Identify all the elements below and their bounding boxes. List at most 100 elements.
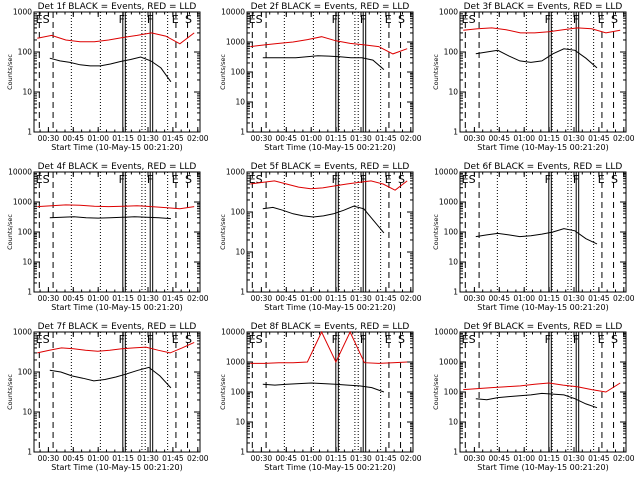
event-marker-label: E xyxy=(385,173,392,186)
y-axis-label: Counts/sec xyxy=(219,54,227,90)
x-tick-label: 01:30 xyxy=(137,454,159,463)
y-tick-label: 10 xyxy=(235,418,245,427)
x-axis-label: Start Time (10-May-15 00:21:20) xyxy=(264,143,395,152)
event-marker-label: F xyxy=(119,333,125,346)
y-tick-label: 1 xyxy=(27,128,32,137)
event-marker-label: E xyxy=(249,173,256,186)
x-tick-label: 01:00 xyxy=(513,294,535,303)
series-line-lld xyxy=(250,180,408,191)
x-tick-label: 01:00 xyxy=(300,454,322,463)
x-tick-label: 02:00 xyxy=(613,294,635,303)
event-marker-label: S xyxy=(43,333,50,346)
y-axis-label: Counts/sec xyxy=(6,214,14,250)
event-marker-label: E xyxy=(36,173,43,186)
x-tick-label: 01:30 xyxy=(137,134,159,143)
plot-frame xyxy=(459,331,627,453)
x-tick-label: 00:45 xyxy=(62,134,84,143)
series-line-events xyxy=(475,48,598,69)
x-tick-label: 01:30 xyxy=(350,294,372,303)
y-tick-label: 1 xyxy=(453,288,458,297)
event-marker-label: E xyxy=(462,333,469,346)
x-tick-label: 02:00 xyxy=(400,134,422,143)
x-tick-label: 02:00 xyxy=(613,454,635,463)
x-tick-label: 01:45 xyxy=(588,294,610,303)
chart-title: Det 7f BLACK = Events, RED = LLD xyxy=(38,322,197,332)
y-tick-label: 100 xyxy=(444,228,459,237)
plot-frame xyxy=(459,11,627,133)
x-tick-label: 01:00 xyxy=(87,134,109,143)
plot-frame xyxy=(246,171,414,293)
y-axis-label: Counts/sec xyxy=(432,214,440,250)
y-axis-label: Counts/sec xyxy=(6,374,14,410)
event-marker-label: S xyxy=(611,173,618,186)
x-tick-label: 01:45 xyxy=(375,454,397,463)
plot-frame xyxy=(459,171,627,293)
chart-panel-7: Det 7f BLACK = Events, RED = LLD 1 10 100 10… xyxy=(6,322,209,472)
event-marker-label: S xyxy=(398,333,405,346)
event-marker-label: S xyxy=(611,333,618,346)
event-marker-label: S xyxy=(611,13,618,26)
x-tick-label: 00:30 xyxy=(251,294,273,303)
chart-panel-6: Det 6f BLACK = Events, RED = LLD 1 10 100 10… xyxy=(432,162,635,312)
event-marker-label: E xyxy=(172,13,179,26)
y-tick-label: 100 xyxy=(231,68,246,77)
event-marker-label: F xyxy=(360,173,366,186)
y-tick-label: 1000 xyxy=(439,8,458,17)
x-axis-label: Start Time (10-May-15 00:21:20) xyxy=(51,303,182,312)
chart-panel-9: Det 9f BLACK = Events, RED = LLD 1 10 100 10… xyxy=(432,322,635,472)
event-marker-label: F xyxy=(545,173,551,186)
x-tick-label: 01:15 xyxy=(325,134,347,143)
y-tick-label: 100 xyxy=(444,388,459,397)
x-tick-label: 00:30 xyxy=(464,454,486,463)
event-marker-label: E xyxy=(36,333,43,346)
chart-title: Det 8f BLACK = Events, RED = LLD xyxy=(251,322,410,332)
event-marker-label: F xyxy=(147,333,153,346)
x-tick-label: 01:15 xyxy=(325,454,347,463)
event-marker-label: F xyxy=(147,173,153,186)
chart-title: Det 1f BLACK = Events, RED = LLD xyxy=(38,2,197,12)
y-tick-label: 1 xyxy=(240,288,245,297)
x-tick-label: 01:45 xyxy=(162,294,184,303)
chart-panel-8: Det 8f BLACK = Events, RED = LLD 1 10 100 10… xyxy=(219,322,422,472)
x-tick-label: 00:30 xyxy=(38,134,60,143)
event-marker-label: F xyxy=(147,13,153,26)
series-line-events xyxy=(475,228,598,245)
chart-panel-3: Det 3f BLACK = Events, RED = LLD 1 10 100 10… xyxy=(432,2,635,152)
plot-frame xyxy=(246,11,414,133)
event-marker-label: S xyxy=(256,13,263,26)
series-line-lld xyxy=(37,341,195,354)
y-axis-label: Counts/sec xyxy=(6,54,14,90)
series-line-events xyxy=(262,55,385,70)
event-marker-label: F xyxy=(573,13,579,26)
x-axis-label: Start Time (10-May-15 00:21:20) xyxy=(477,143,608,152)
event-marker-label: F xyxy=(332,173,338,186)
event-marker-label: S xyxy=(398,173,405,186)
x-tick-label: 01:30 xyxy=(350,134,372,143)
y-tick-label: 1 xyxy=(27,288,32,297)
event-marker-label: E xyxy=(249,13,256,26)
series-line-lld xyxy=(250,330,408,364)
event-marker-label: S xyxy=(185,333,192,346)
y-axis-label: Counts/sec xyxy=(432,54,440,90)
x-tick-label: 01:15 xyxy=(112,454,134,463)
x-tick-label: 01:30 xyxy=(137,294,159,303)
x-tick-label: 01:15 xyxy=(112,134,134,143)
event-marker-label: F xyxy=(573,333,579,346)
event-marker-label: S xyxy=(256,173,263,186)
x-tick-label: 00:30 xyxy=(464,134,486,143)
y-tick-label: 10000 xyxy=(221,328,245,337)
y-tick-label: 10 xyxy=(235,248,245,257)
series-line-events xyxy=(475,392,598,409)
y-tick-label: 1000 xyxy=(226,168,245,177)
event-marker-label: E xyxy=(36,13,43,26)
y-tick-label: 1 xyxy=(240,448,245,457)
event-marker-label: E xyxy=(172,173,179,186)
chart-panel-2: Det 2f BLACK = Events, RED = LLD 1 10 100 10… xyxy=(219,2,422,152)
event-marker-label: F xyxy=(360,333,366,346)
x-tick-label: 00:45 xyxy=(488,134,510,143)
event-marker-label: S xyxy=(256,333,263,346)
chart-title: Det 9f BLACK = Events, RED = LLD xyxy=(464,322,623,332)
y-tick-label: 10 xyxy=(448,418,458,427)
y-tick-label: 1000 xyxy=(226,358,245,367)
